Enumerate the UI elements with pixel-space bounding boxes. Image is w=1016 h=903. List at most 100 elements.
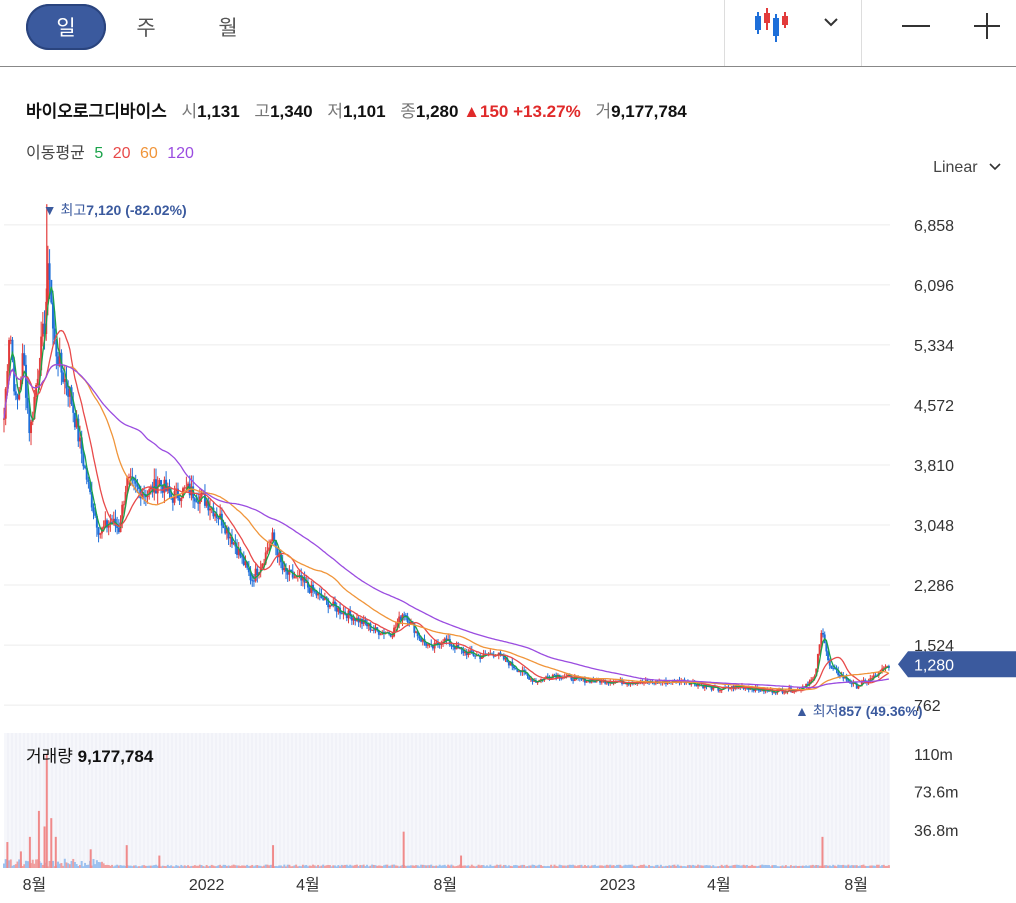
volume-bar [295, 864, 298, 868]
candle-body [367, 623, 370, 627]
volume-bar [713, 866, 716, 868]
current-price-flag [898, 651, 1016, 678]
period-daily-button[interactable]: 일 [26, 4, 106, 50]
plus-icon[interactable] [966, 8, 1006, 44]
volume-bar [278, 865, 281, 868]
candle-body [811, 678, 814, 680]
chart-type-selector[interactable] [724, 0, 862, 66]
candle-body [546, 676, 549, 678]
volume-bar [176, 865, 179, 868]
scale-selector[interactable]: Linear [933, 159, 1002, 177]
volume-bar [800, 865, 803, 868]
volume-spike-bar [158, 855, 161, 868]
volume-bar [543, 865, 546, 868]
volume-bar [252, 866, 255, 868]
y-tick-label: 2,286 [914, 578, 954, 595]
volume-bar [786, 866, 789, 868]
minus-icon[interactable] [896, 8, 936, 44]
candle-body [838, 674, 841, 677]
candle-body [183, 487, 186, 489]
y-tick-label: 6,858 [914, 218, 954, 235]
candle-body [95, 515, 98, 528]
candle-body [435, 642, 438, 644]
candle-body [229, 537, 232, 539]
volume-bar [695, 865, 698, 868]
candle-body [281, 562, 284, 571]
low-value: 1,101 [342, 102, 386, 121]
volume-bar [472, 865, 475, 868]
volume-bar [401, 864, 404, 868]
volume-bar [705, 865, 708, 868]
volume-bar [75, 863, 78, 868]
volume-bar [801, 865, 804, 868]
volume-bar [725, 864, 728, 868]
candle-body [332, 601, 335, 606]
volume-spike-bar [45, 753, 48, 868]
volume-bar [690, 865, 693, 868]
volume-bar [528, 865, 531, 868]
volume-bar [783, 866, 786, 868]
volume-bar [656, 864, 659, 868]
candle-body [328, 605, 331, 608]
candle-body [394, 626, 397, 628]
chevron-down-icon[interactable] [823, 16, 839, 28]
ma-120: 120 [167, 145, 194, 162]
candle-body [310, 584, 313, 593]
candle-body [345, 614, 348, 619]
candle-body [453, 647, 456, 650]
candle-body [24, 364, 27, 398]
candle-body [82, 453, 85, 467]
volume-bar [415, 865, 418, 868]
volume-spike-bar [19, 851, 22, 868]
candle-body [212, 507, 215, 517]
volume-bar [648, 864, 651, 868]
candle-body [540, 679, 543, 681]
volume-bar [288, 864, 291, 868]
volume-bar [671, 864, 674, 868]
volume-bar [756, 866, 759, 868]
volume-bar [477, 864, 480, 868]
volume-bar [685, 866, 688, 868]
volume-bar [141, 865, 144, 868]
candle-body [230, 537, 233, 545]
volume-bar [791, 866, 794, 868]
volume-bar [190, 865, 193, 868]
volume-bar [604, 865, 607, 868]
period-monthly-button[interactable]: 월 [218, 17, 238, 40]
ma60-line [3, 363, 890, 691]
x-tick-label: 8월 [433, 876, 457, 894]
volume-bar [524, 866, 527, 868]
candle-body [87, 479, 90, 482]
candle-body [536, 682, 539, 684]
candle-body [97, 527, 100, 535]
volume-bar [344, 864, 347, 868]
candle-body [232, 542, 235, 545]
volume-bar [739, 865, 742, 868]
candle-body [366, 623, 369, 627]
volume-bar [205, 864, 208, 868]
volume-bar [675, 865, 678, 868]
candle-body [256, 568, 259, 576]
volume-bar [406, 865, 409, 868]
volume-chart[interactable]: 110m 73.6m 36.8m 8월 2022 4월 8월 2023 4월 8월 [0, 733, 1016, 903]
candle-body [359, 619, 362, 623]
volume-bar [681, 866, 684, 868]
volume-bar [364, 866, 367, 868]
high-value: 1,340 [270, 102, 313, 121]
volume-bar [538, 864, 541, 868]
period-weekly-button[interactable]: 주 [136, 17, 156, 40]
price-chart[interactable]: 6,858 6,096 5,334 4,572 3,810 3,048 2,286 1,524… [0, 190, 1016, 730]
volume-bar [651, 865, 654, 868]
candle-body [833, 668, 836, 670]
candle-body [51, 302, 54, 329]
volume-bar [290, 866, 293, 868]
candle-body [187, 483, 190, 488]
volume-bar [484, 866, 487, 868]
volume-bar [185, 866, 188, 868]
candle-body [116, 526, 119, 528]
volume-bar [838, 865, 841, 868]
volume-bar [457, 865, 460, 868]
candle-body [57, 356, 60, 366]
moving-average-legend[interactable]: 이동평균 5 20 60 120 [26, 139, 199, 163]
volume-bar [548, 866, 551, 868]
